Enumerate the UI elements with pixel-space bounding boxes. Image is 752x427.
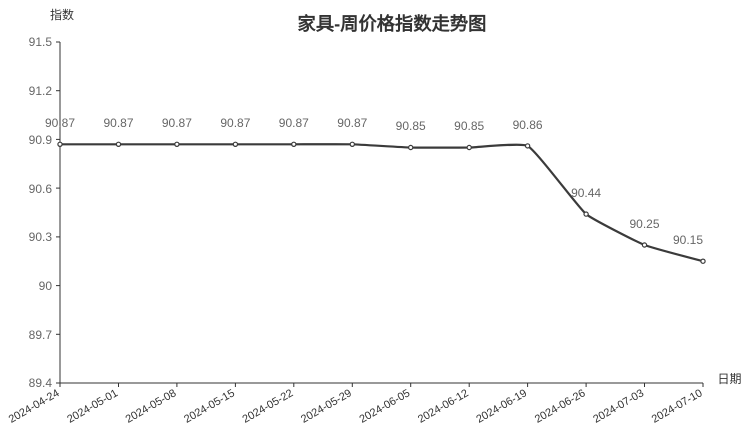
svg-text:2024-05-29: 2024-05-29 [299, 387, 354, 426]
svg-text:90.85: 90.85 [454, 119, 484, 133]
svg-text:2024-05-08: 2024-05-08 [124, 387, 179, 426]
svg-text:2024-06-26: 2024-06-26 [533, 387, 588, 426]
svg-text:90.87: 90.87 [162, 116, 192, 130]
svg-text:89.4: 89.4 [29, 376, 53, 390]
svg-text:2024-04-24: 2024-04-24 [7, 387, 62, 426]
svg-text:90.15: 90.15 [673, 233, 703, 247]
svg-text:2024-05-15: 2024-05-15 [182, 387, 237, 426]
svg-text:90.25: 90.25 [629, 217, 659, 231]
svg-text:90.87: 90.87 [337, 116, 367, 130]
svg-text:日期: 日期 [717, 372, 741, 386]
svg-text:90.3: 90.3 [29, 230, 53, 244]
svg-text:2024-06-19: 2024-06-19 [474, 387, 529, 426]
svg-text:90.44: 90.44 [571, 186, 601, 200]
svg-text:89.7: 89.7 [29, 328, 53, 342]
svg-text:90.87: 90.87 [279, 116, 309, 130]
svg-text:90.86: 90.86 [513, 118, 543, 132]
svg-text:90: 90 [39, 279, 53, 293]
svg-text:90.87: 90.87 [220, 116, 250, 130]
svg-text:90.85: 90.85 [396, 119, 426, 133]
svg-text:90.87: 90.87 [45, 116, 75, 130]
svg-text:91.5: 91.5 [29, 35, 53, 49]
svg-text:2024-05-22: 2024-05-22 [241, 387, 296, 426]
svg-text:家具-周价格指数走势图: 家具-周价格指数走势图 [298, 13, 487, 34]
svg-text:90.9: 90.9 [29, 133, 53, 147]
svg-text:2024-06-12: 2024-06-12 [416, 387, 471, 426]
svg-text:90.87: 90.87 [103, 116, 133, 130]
svg-text:91.2: 91.2 [29, 84, 53, 98]
svg-text:2024-06-05: 2024-06-05 [357, 387, 412, 426]
svg-text:90.6: 90.6 [29, 182, 53, 196]
svg-text:2024-07-10: 2024-07-10 [650, 387, 705, 426]
svg-text:2024-07-03: 2024-07-03 [591, 387, 646, 426]
svg-text:2024-05-01: 2024-05-01 [65, 387, 120, 426]
svg-text:指数: 指数 [50, 7, 74, 22]
